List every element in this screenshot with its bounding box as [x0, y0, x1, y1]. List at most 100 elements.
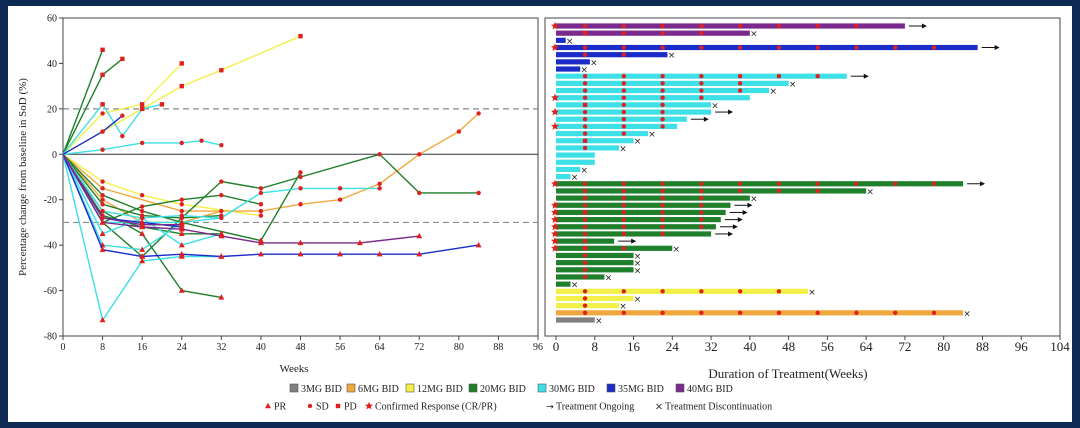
assessment-marker: [621, 289, 627, 294]
discontinuation-marker: ×: [634, 137, 642, 147]
assessment-marker: [660, 289, 665, 294]
x-tick-label: 48: [296, 342, 306, 353]
discontinuation-marker: ×: [634, 252, 642, 262]
legend: 3MG BID 6MG BID 12MG BID 20MG BID 30MG BID 35…: [265, 383, 772, 413]
series-line: [62, 139, 222, 155]
data-point: [100, 47, 105, 52]
legend-swatch: [346, 383, 356, 393]
discontinuation-marker: ×: [619, 144, 627, 154]
data-point: [337, 197, 343, 202]
assessment-marker: [699, 188, 704, 194]
data-point: [139, 215, 145, 221]
assessment-marker: [737, 45, 743, 50]
discontinuation-marker: ×: [750, 195, 758, 205]
assessment-marker: [621, 102, 627, 108]
legend-marker-label: PD: [344, 402, 357, 413]
assessment-marker: [660, 231, 665, 237]
y-tick-label: 20: [47, 104, 57, 115]
assessment-marker: [660, 30, 665, 36]
assessment-marker: [699, 81, 704, 86]
data-point: [219, 208, 224, 214]
swimmer-bar: [556, 252, 634, 259]
y-tick-label: -40: [44, 241, 57, 252]
data-point: [139, 106, 145, 112]
assessment-marker: [582, 73, 588, 79]
cr-marker: [551, 93, 559, 102]
data-point: [416, 251, 423, 257]
data-point: [416, 232, 423, 239]
series-line: [62, 153, 479, 258]
swimmer-bar: [556, 138, 634, 144]
assessment-marker: [582, 260, 588, 265]
assessment-marker: [582, 109, 588, 115]
assessment-marker: [660, 88, 665, 93]
swimmer-bar: [556, 202, 731, 208]
cr-marker: [551, 244, 559, 252]
x-tick-label: 88: [976, 339, 989, 354]
assessment-marker: [582, 310, 588, 316]
legend-marker-label: Treatment Ongoing: [556, 402, 634, 413]
x-tick-label: 32: [705, 339, 718, 354]
assessment-marker: [699, 195, 704, 201]
swimmer-plot: 0 8 16 24 32 40 48 56 64 72 80 88 96 104 Duration of T…: [544, 17, 1070, 381]
assessment-marker: [621, 52, 627, 57]
assessment-marker: [660, 310, 665, 316]
data-point: [298, 170, 303, 175]
assessment-marker: [582, 131, 588, 136]
discontinuation-marker: ×: [634, 259, 642, 269]
data-point: [100, 197, 105, 202]
data-point: [99, 230, 106, 236]
assessment-marker: [737, 188, 743, 194]
cr-marker: [551, 236, 559, 245]
assessment-marker: [699, 289, 704, 294]
swimmer-bar: [556, 44, 978, 51]
discontinuation-marker: ×: [566, 37, 574, 47]
data-point: [258, 186, 264, 191]
legend-swatch: [289, 383, 299, 393]
assessment-marker: [660, 124, 665, 129]
assessment-marker: [854, 23, 859, 29]
x-tick-label: 24: [666, 339, 680, 354]
x-tick-label: 64: [860, 339, 874, 354]
data-point: [99, 219, 106, 225]
assessment-marker: [621, 23, 627, 29]
data-point: [377, 181, 382, 187]
discontinuation-marker: ×: [769, 87, 777, 97]
assessment-marker: [621, 310, 627, 316]
ongoing-arrow-head: [994, 45, 1000, 51]
assessment-marker: [621, 203, 627, 208]
legend-swatch: [468, 383, 478, 393]
discontinuation-marker: ×: [605, 273, 613, 283]
data-point: [139, 221, 146, 227]
data-point: [218, 253, 225, 259]
assessment-marker: [699, 203, 704, 208]
data-point: [377, 186, 382, 191]
x-tick-label: 40: [743, 339, 756, 354]
assessment-marker: [660, 117, 665, 122]
assessment-marker: [582, 203, 588, 208]
assessment-marker: [699, 88, 704, 93]
swimmer-bar: [556, 281, 571, 287]
ongoing-arrow-head: [737, 217, 743, 223]
assessment-marker: [582, 267, 588, 273]
swimmer-bar: [556, 116, 687, 122]
assessment-marker: [582, 274, 588, 280]
cr-marker: [551, 215, 559, 223]
assessment-marker: [776, 45, 782, 50]
ongoing-arrow-head: [732, 224, 738, 230]
ongoing-arrow-head: [631, 238, 637, 244]
data-point: [475, 241, 482, 248]
assessment-marker: [699, 217, 704, 222]
data-point: [99, 316, 106, 323]
swimmer-bar: [556, 303, 619, 309]
data-point: [219, 215, 224, 221]
data-point: [219, 68, 224, 73]
assessment-marker: [582, 217, 588, 222]
data-point: [179, 140, 184, 146]
data-point: [219, 179, 224, 184]
data-point: [179, 208, 184, 214]
data-point: [297, 239, 304, 246]
assessment-marker: [582, 81, 588, 86]
assessment-marker: [582, 181, 588, 186]
assessment-marker: [660, 45, 665, 50]
